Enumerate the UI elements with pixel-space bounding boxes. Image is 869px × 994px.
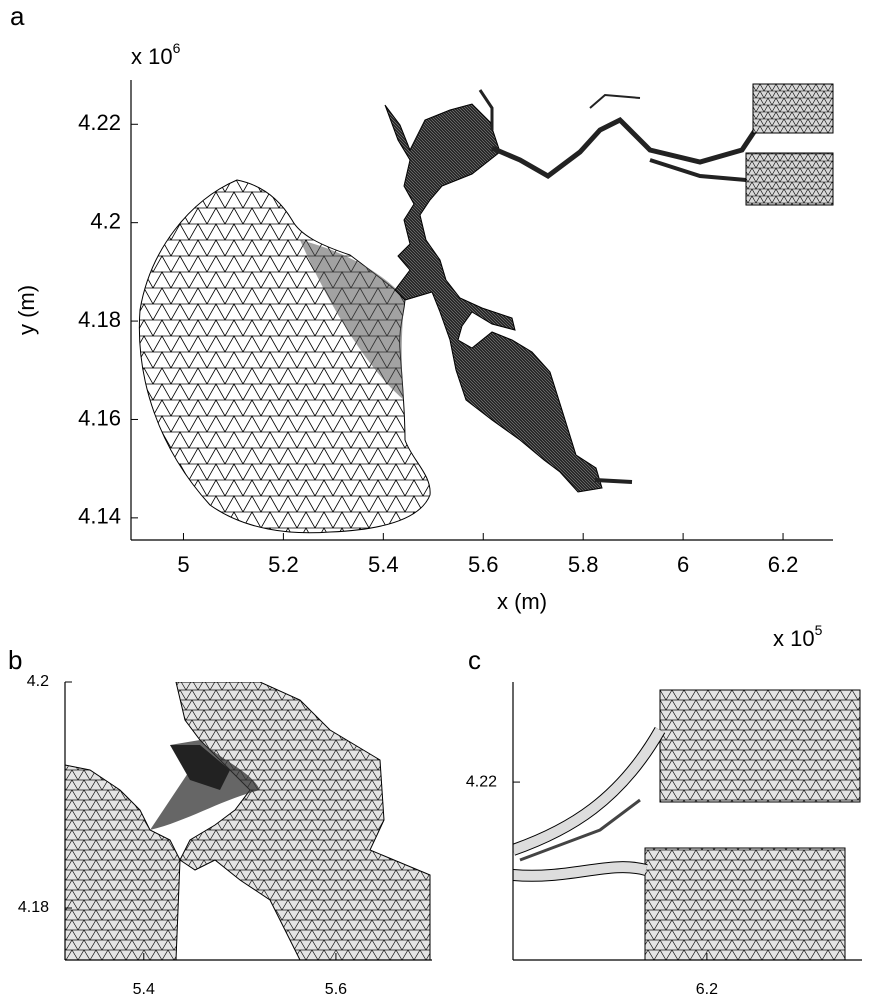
y-tick-label: 4.18 <box>78 307 121 332</box>
y-tick-label: 4.18 <box>18 899 49 916</box>
panel-label: b <box>8 645 22 675</box>
panel-label: a <box>10 1 25 31</box>
x-axis-label: x (m) <box>497 589 547 614</box>
mesh-b <box>65 682 431 960</box>
y-tick-label: 4.16 <box>78 405 121 430</box>
panel-label: c <box>468 645 481 675</box>
x-tick-label: 5 <box>177 552 189 577</box>
y-tick-label: 4.2 <box>90 208 121 233</box>
mesh-c <box>513 689 861 960</box>
x-multiplier-base: x 10 <box>773 626 815 651</box>
x-tick-label: 5.4 <box>133 981 155 994</box>
y-tick-label: 4.22 <box>78 110 121 135</box>
x-tick-label: 6 <box>677 552 689 577</box>
mesh-a <box>138 83 834 534</box>
y-multiplier-base: x 10 <box>131 44 173 69</box>
x-tick-label: 5.4 <box>368 552 399 577</box>
y-tick-label: 4.14 <box>78 504 121 529</box>
y-multiplier-exponent: 6 <box>173 40 181 56</box>
x-tick-label: 5.6 <box>468 552 499 577</box>
x-tick-label: 6.2 <box>696 981 718 994</box>
y-multiplier: x 106 <box>131 40 181 69</box>
y-axis-label: y (m) <box>14 285 39 335</box>
x-tick-label: 5.2 <box>268 552 299 577</box>
x-tick-label: 5.8 <box>568 552 599 577</box>
x-multiplier: x 105 <box>773 622 823 651</box>
x-multiplier-exponent: 5 <box>815 622 823 638</box>
y-tick-label: 4.2 <box>27 673 49 690</box>
x-tick-label: 5.6 <box>325 981 347 994</box>
y-tick-label: 4.22 <box>466 773 497 790</box>
x-tick-label: 6.2 <box>768 552 799 577</box>
